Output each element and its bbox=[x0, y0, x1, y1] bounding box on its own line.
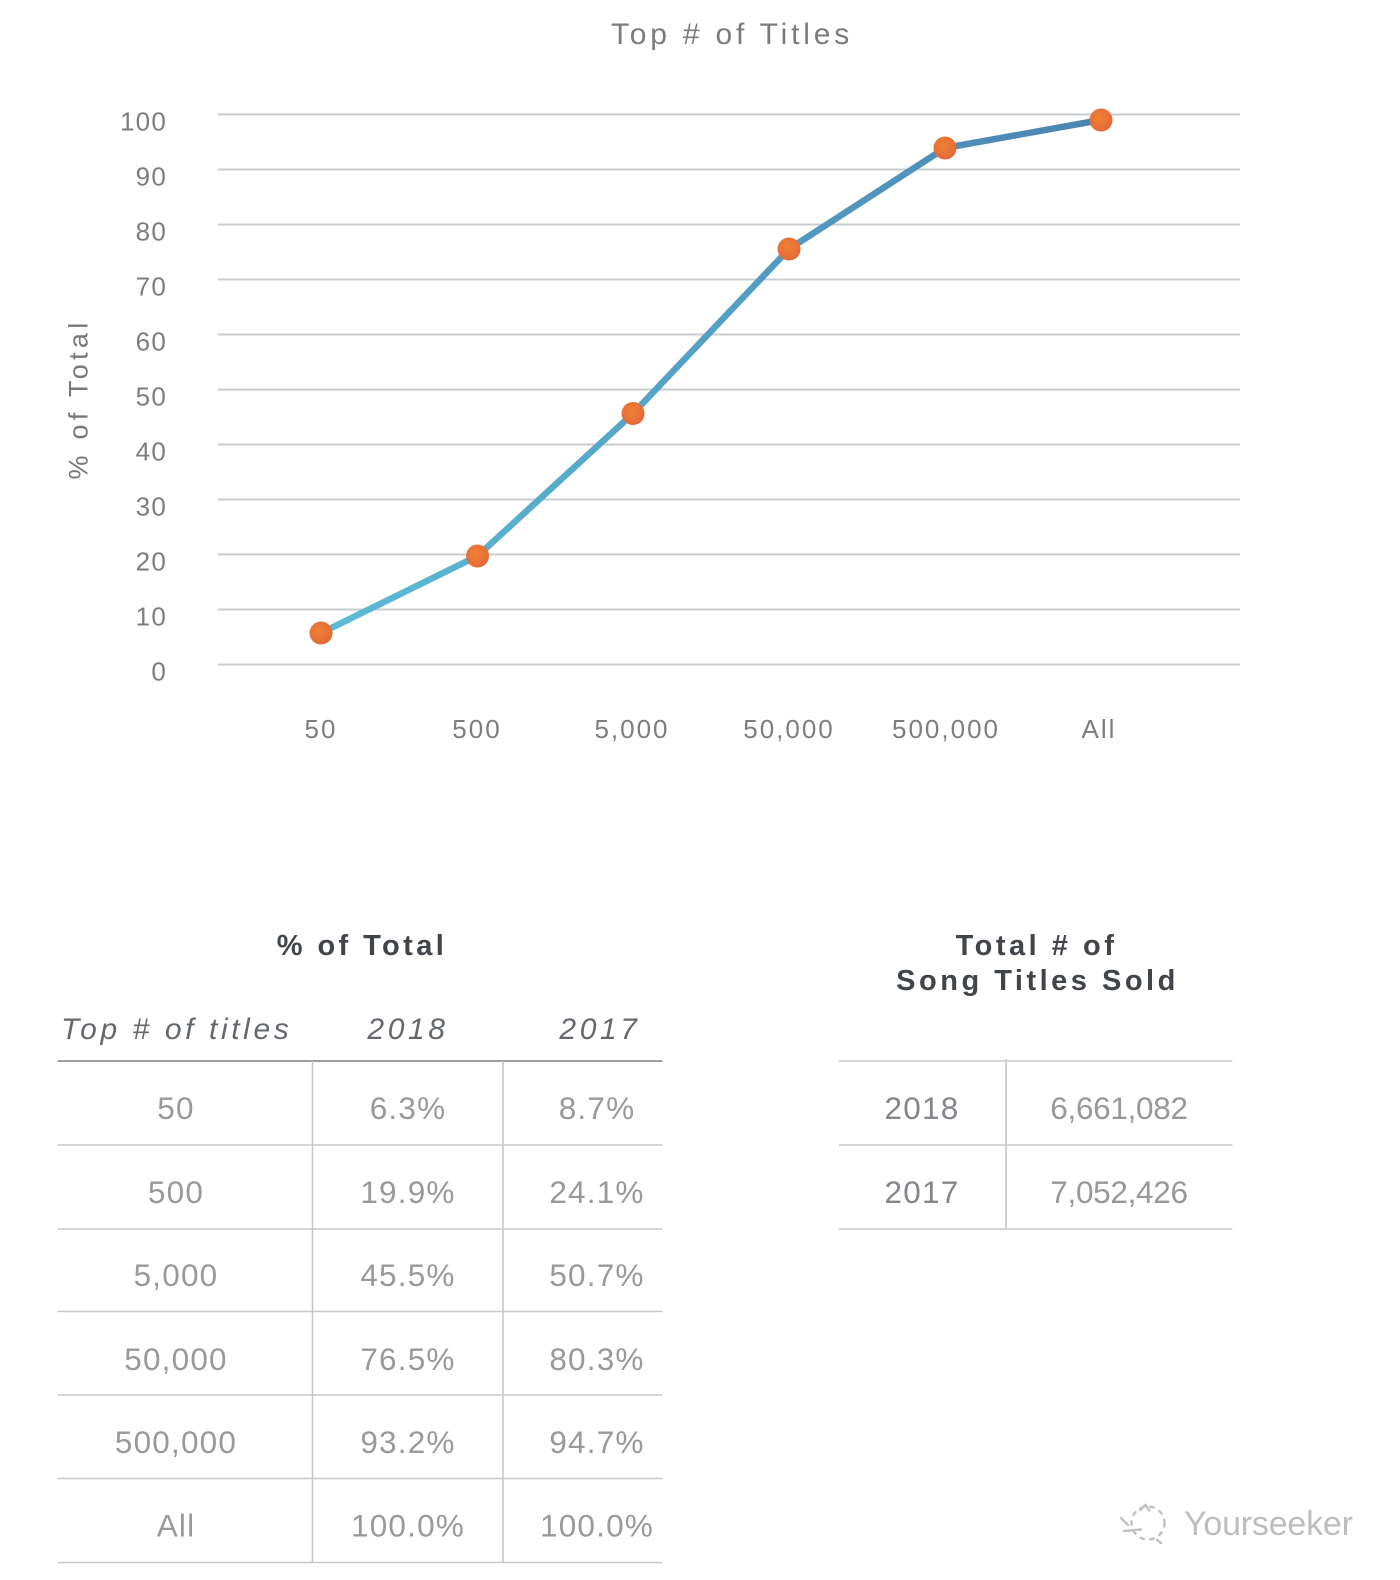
svg-text:100.0%: 100.0% bbox=[351, 1508, 465, 1544]
svg-text:6,661,082: 6,661,082 bbox=[1050, 1090, 1187, 1126]
svg-text:Top # of titles: Top # of titles bbox=[61, 1013, 292, 1046]
svg-text:6.3%: 6.3% bbox=[370, 1090, 447, 1126]
svg-text:500: 500 bbox=[148, 1174, 204, 1210]
svg-text:50,000: 50,000 bbox=[124, 1341, 228, 1377]
svg-text:500,000: 500,000 bbox=[892, 714, 1000, 744]
svg-text:60: 60 bbox=[136, 327, 167, 357]
svg-text:80.3%: 80.3% bbox=[549, 1341, 644, 1377]
svg-text:50,000: 50,000 bbox=[743, 714, 835, 744]
svg-text:Top # of Titles: Top # of Titles bbox=[611, 18, 853, 51]
svg-text:5,000: 5,000 bbox=[594, 714, 669, 744]
svg-text:All: All bbox=[1082, 714, 1117, 744]
svg-text:Song Titles Sold: Song Titles Sold bbox=[896, 965, 1179, 997]
svg-text:80: 80 bbox=[136, 217, 167, 247]
svg-text:8.7%: 8.7% bbox=[559, 1090, 636, 1126]
svg-text:20: 20 bbox=[136, 547, 167, 577]
svg-text:100.0%: 100.0% bbox=[540, 1508, 654, 1544]
svg-text:2017: 2017 bbox=[558, 1013, 640, 1046]
svg-text:500,000: 500,000 bbox=[115, 1424, 237, 1460]
svg-text:93.2%: 93.2% bbox=[360, 1424, 455, 1460]
svg-text:40: 40 bbox=[136, 437, 167, 467]
svg-text:50.7%: 50.7% bbox=[549, 1257, 644, 1293]
svg-text:50: 50 bbox=[136, 382, 167, 412]
svg-text:90: 90 bbox=[136, 162, 167, 192]
svg-text:19.9%: 19.9% bbox=[360, 1174, 455, 1210]
svg-text:% of Total: % of Total bbox=[277, 930, 447, 962]
svg-text:0: 0 bbox=[151, 657, 167, 687]
svg-text:50: 50 bbox=[157, 1090, 194, 1126]
svg-text:45.5%: 45.5% bbox=[360, 1257, 455, 1293]
svg-text:All: All bbox=[157, 1508, 196, 1544]
svg-text:24.1%: 24.1% bbox=[549, 1174, 644, 1210]
svg-text:% of Total: % of Total bbox=[64, 318, 94, 479]
svg-text:Yourseeker: Yourseeker bbox=[1184, 1505, 1353, 1543]
svg-text:2018: 2018 bbox=[366, 1013, 448, 1046]
svg-text:30: 30 bbox=[136, 492, 167, 522]
svg-text:100: 100 bbox=[120, 107, 167, 137]
svg-text:94.7%: 94.7% bbox=[549, 1424, 644, 1460]
svg-text:5,000: 5,000 bbox=[134, 1257, 219, 1293]
svg-text:70: 70 bbox=[136, 272, 167, 302]
svg-text:2018: 2018 bbox=[885, 1090, 960, 1126]
svg-text:7,052,426: 7,052,426 bbox=[1050, 1174, 1187, 1210]
svg-text:10: 10 bbox=[136, 602, 167, 632]
svg-text:500: 500 bbox=[452, 714, 501, 744]
svg-text:76.5%: 76.5% bbox=[360, 1341, 455, 1377]
svg-text:2017: 2017 bbox=[885, 1174, 960, 1210]
svg-text:Total # of: Total # of bbox=[956, 930, 1118, 962]
svg-text:50: 50 bbox=[305, 714, 338, 744]
